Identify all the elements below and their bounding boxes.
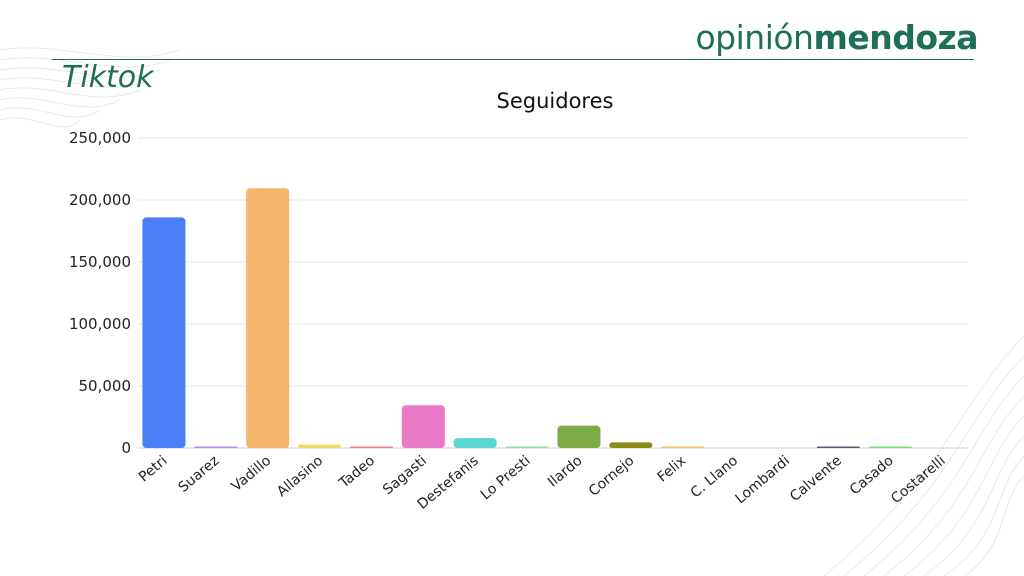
section-title: Tiktok bbox=[62, 60, 154, 95]
bar-casado bbox=[868, 446, 912, 448]
bar-allasino bbox=[298, 444, 342, 448]
x-tick-label: Petri bbox=[136, 453, 171, 486]
x-tick-label: Ilardo bbox=[545, 453, 586, 491]
bar-petri bbox=[142, 217, 186, 448]
x-tick-label: Calvente bbox=[787, 453, 845, 505]
x-tick-label: Felix bbox=[654, 453, 689, 486]
bar-cornejo bbox=[609, 442, 653, 448]
brand-logo-regular: opinión bbox=[695, 18, 814, 57]
bar-tadeo bbox=[349, 446, 393, 448]
chart-title: Seguidores bbox=[496, 89, 614, 113]
bar-vadillo bbox=[246, 188, 290, 448]
bar-destefanis bbox=[453, 438, 497, 448]
x-tick-label: Casado bbox=[847, 453, 897, 498]
bar-suarez bbox=[194, 446, 238, 448]
brand-logo-bold: mendoza bbox=[813, 18, 978, 57]
x-tick-label: Costarelli bbox=[888, 453, 948, 507]
y-tick-label: 50,000 bbox=[79, 377, 132, 395]
y-tick-label: 200,000 bbox=[69, 191, 131, 209]
x-tick-label: Sagasti bbox=[380, 453, 430, 498]
y-tick-label: 100,000 bbox=[69, 315, 131, 333]
x-tick-label: Tadeo bbox=[336, 453, 378, 492]
x-tick-label: Allasino bbox=[274, 453, 326, 500]
y-tick-label: 0 bbox=[121, 439, 131, 457]
brand-logo: opiniónmendoza bbox=[695, 18, 978, 57]
header-divider bbox=[52, 59, 974, 60]
bar-ilardo bbox=[557, 425, 601, 448]
y-tick-label: 250,000 bbox=[69, 129, 131, 147]
x-tick-label: Cornejo bbox=[586, 453, 637, 500]
bar-calvente bbox=[816, 446, 860, 448]
x-tick-label: Lombardi bbox=[733, 453, 793, 507]
x-tick-label: Lo Presti bbox=[478, 453, 534, 504]
x-tick-label: Vadillo bbox=[229, 453, 275, 495]
x-tick-label: Suarez bbox=[176, 453, 223, 496]
bar-felix bbox=[661, 446, 705, 448]
y-tick-label: 150,000 bbox=[69, 253, 131, 271]
bar-sagasti bbox=[401, 405, 445, 448]
bar-lo-presti bbox=[505, 446, 549, 448]
